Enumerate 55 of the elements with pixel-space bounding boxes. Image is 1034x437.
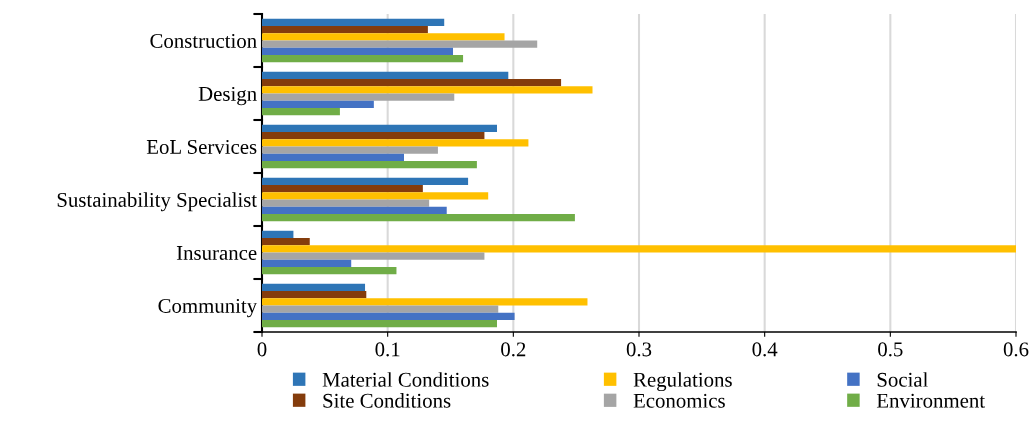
- y-tick-label: Community: [158, 298, 258, 318]
- bar: [262, 26, 428, 34]
- bar: [262, 177, 469, 186]
- bar: [262, 132, 485, 140]
- y-tick-label: EoL Services: [146, 139, 257, 154]
- bar: [262, 54, 464, 63]
- x-tick-label: 0.4: [752, 342, 778, 357]
- bar: [262, 213, 575, 222]
- bar: [262, 206, 447, 214]
- bar: [262, 305, 499, 313]
- bar: [262, 192, 489, 200]
- bar: [262, 185, 423, 193]
- bar: [262, 291, 367, 299]
- x-tick-label: 0: [257, 342, 267, 357]
- bar: [262, 33, 505, 41]
- bar: [262, 259, 352, 267]
- bar: [262, 107, 340, 116]
- x-tick-label: 0.2: [501, 342, 526, 357]
- bar: [262, 124, 497, 133]
- x-tick-label: 0.3: [626, 342, 652, 357]
- bar: [262, 139, 529, 147]
- legend-label: Economics: [633, 393, 725, 408]
- bar: [262, 153, 404, 161]
- bar: [262, 266, 397, 275]
- bar: [262, 298, 588, 306]
- bar: [262, 71, 509, 80]
- legend-label: Regulations: [633, 372, 732, 392]
- bar: [262, 160, 477, 169]
- x-tick-label: 0.1: [375, 342, 400, 357]
- y-tick-label: Construction: [150, 33, 257, 48]
- bar: [262, 40, 538, 48]
- legend-label: Social: [877, 372, 928, 387]
- bar: [262, 245, 1016, 253]
- legend-label: Environment: [876, 393, 985, 408]
- y-tick-label: Design: [198, 86, 257, 106]
- x-tick-label: 0.5: [878, 342, 903, 357]
- legend-label: Site Conditions: [323, 393, 451, 408]
- bar: [262, 100, 374, 108]
- bar: [262, 283, 366, 292]
- bar: [262, 18, 445, 27]
- y-tick-label: Insurance: [176, 246, 257, 260]
- bar: [262, 79, 562, 87]
- x-tick-label: 0.6: [1003, 342, 1029, 357]
- bar: [262, 86, 593, 94]
- legend-label: Material Conditions: [322, 372, 489, 387]
- bar: [262, 252, 485, 260]
- bar: [262, 199, 430, 207]
- bar: [262, 238, 310, 246]
- bar: [262, 93, 455, 101]
- bar: [262, 47, 454, 55]
- y-tick-label: Sustainability Specialist: [57, 192, 258, 212]
- bar: [262, 319, 497, 328]
- bar: [262, 312, 515, 320]
- bar: [262, 146, 438, 154]
- bar: [262, 230, 294, 239]
